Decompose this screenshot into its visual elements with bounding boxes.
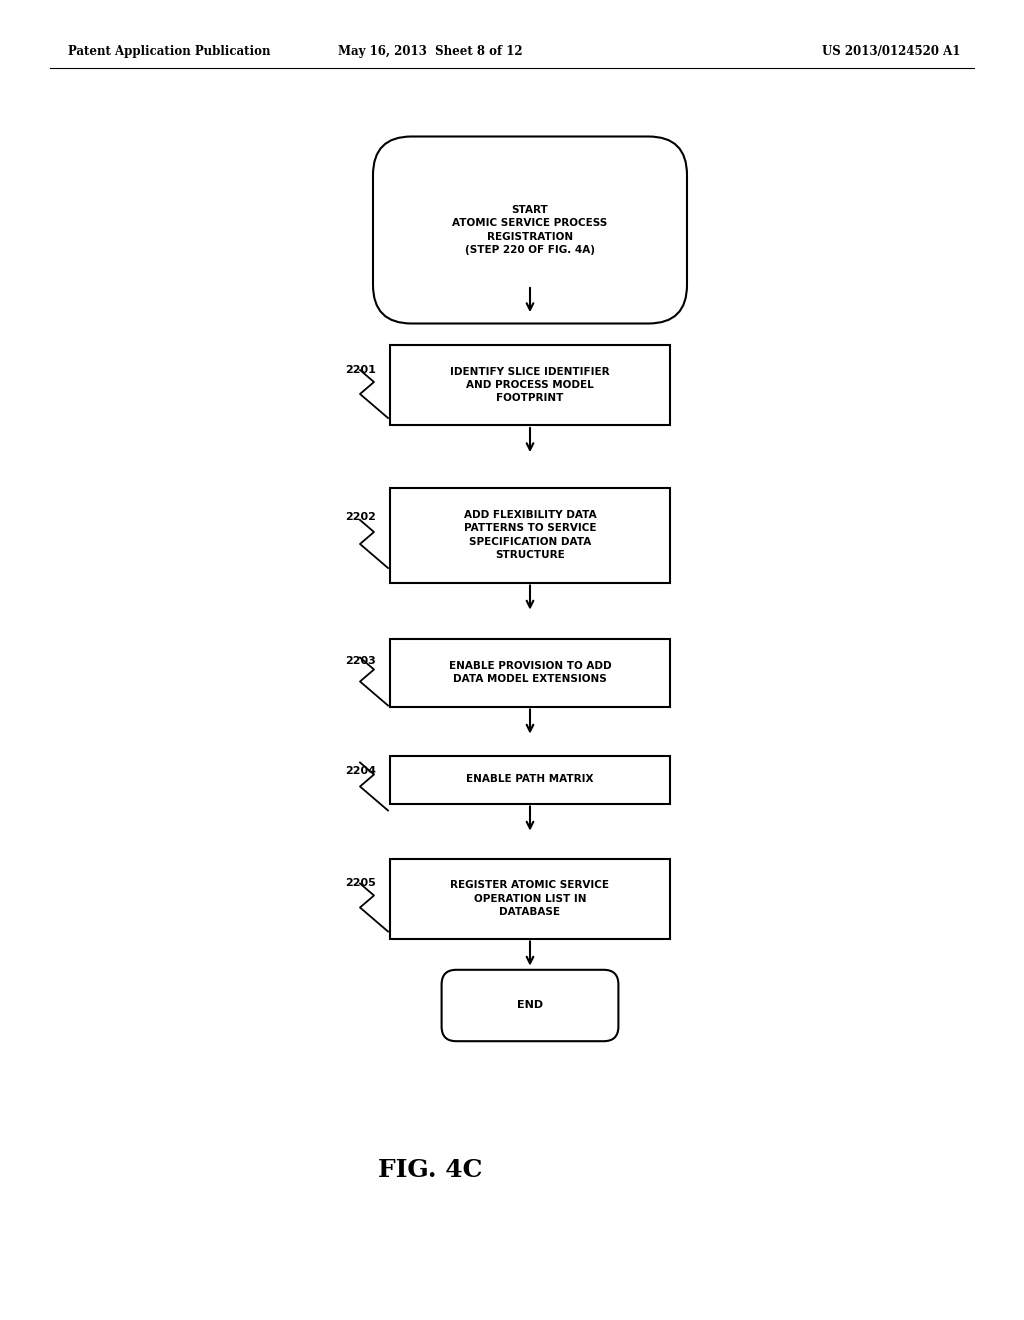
Text: ADD FLEXIBILITY DATA
PATTERNS TO SERVICE
SPECIFICATION DATA
STRUCTURE: ADD FLEXIBILITY DATA PATTERNS TO SERVICE…	[464, 511, 596, 560]
Bar	[390, 345, 670, 425]
Text: May 16, 2013  Sheet 8 of 12: May 16, 2013 Sheet 8 of 12	[338, 45, 522, 58]
Text: 2203: 2203	[345, 656, 376, 665]
Text: ENABLE PATH MATRIX: ENABLE PATH MATRIX	[466, 775, 594, 784]
FancyBboxPatch shape	[373, 136, 687, 323]
Text: 2205: 2205	[345, 879, 376, 888]
Text: ENABLE PROVISION TO ADD
DATA MODEL EXTENSIONS: ENABLE PROVISION TO ADD DATA MODEL EXTEN…	[449, 661, 611, 684]
Text: START
ATOMIC SERVICE PROCESS
REGISTRATION
(STEP 220 OF FIG. 4A): START ATOMIC SERVICE PROCESS REGISTRATIO…	[453, 205, 607, 255]
FancyBboxPatch shape	[441, 970, 618, 1041]
Text: FIG. 4C: FIG. 4C	[378, 1158, 482, 1181]
Bar	[390, 858, 670, 939]
Text: REGISTER ATOMIC SERVICE
OPERATION LIST IN
DATABASE: REGISTER ATOMIC SERVICE OPERATION LIST I…	[451, 880, 609, 916]
Text: US 2013/0124520 A1: US 2013/0124520 A1	[821, 45, 961, 58]
Text: 2201: 2201	[345, 366, 376, 375]
Bar	[390, 639, 670, 706]
Bar	[390, 755, 670, 804]
Text: IDENTIFY SLICE IDENTIFIER
AND PROCESS MODEL
FOOTPRINT: IDENTIFY SLICE IDENTIFIER AND PROCESS MO…	[451, 367, 610, 403]
Text: 2202: 2202	[345, 512, 376, 521]
Text: END: END	[517, 1001, 543, 1011]
Text: 2204: 2204	[345, 767, 376, 776]
Bar	[390, 487, 670, 582]
Text: Patent Application Publication: Patent Application Publication	[68, 45, 270, 58]
